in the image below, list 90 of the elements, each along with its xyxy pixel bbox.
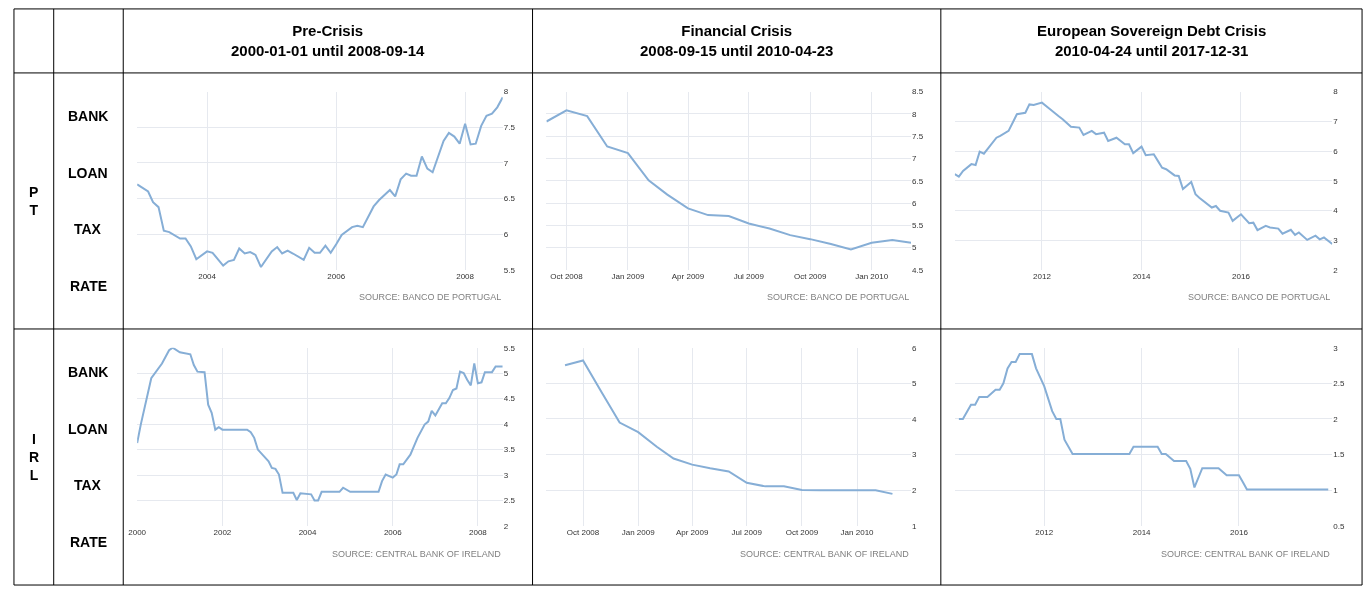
y-tick-label: 2 [1333, 414, 1339, 424]
x-tick-label: 2004 [298, 527, 317, 537]
y-tick-label: 5 [912, 379, 918, 389]
y-tick-label: 5.5 [503, 343, 516, 353]
y-tick-label: 7.5 [912, 132, 924, 142]
source-note: SOURCE: CENTRAL BANK OF IRELAND [740, 549, 910, 559]
x-tick-label: Jan 2010 [855, 271, 889, 281]
source-note: SOURCE: BANCO DE PORTUGAL [1188, 292, 1331, 302]
y-tick-label: 7.5 [503, 123, 516, 133]
x-tick-label: 2004 [198, 271, 217, 281]
x-tick-label: Apr 2009 [675, 527, 709, 537]
y-tick-label: 8 [912, 109, 918, 119]
y-tick-label: 6 [912, 343, 918, 353]
y-tick-label: 6.5 [912, 176, 924, 186]
source-note: SOURCE: BANCO DE PORTUGAL [359, 292, 502, 302]
x-tick-label: 2008 [456, 271, 475, 281]
y-tick-label: 3 [1333, 235, 1339, 245]
y-tick-label: 2 [912, 486, 918, 496]
x-tick-label: Oct 2008 [566, 527, 600, 537]
y-tick-label: 4 [503, 419, 509, 429]
line-series [137, 96, 503, 269]
y-tick-label: 6 [912, 198, 918, 208]
x-tick-label: Jul 2009 [733, 271, 765, 281]
y-tick-label: 4 [1333, 206, 1339, 216]
y-tick-label: 0.5 [1333, 521, 1345, 531]
y-tick-label: 3 [503, 470, 509, 480]
y-tick-label: 5 [912, 243, 918, 253]
x-tick-label: Oct 2009 [785, 527, 819, 537]
x-tick-label: 2006 [327, 271, 346, 281]
line-series [954, 101, 1333, 246]
y-tick-label: 8 [503, 87, 509, 97]
x-tick-label: Apr 2009 [671, 271, 705, 281]
x-tick-label: Jan 2010 [840, 527, 875, 537]
y-tick-label: 1 [912, 521, 918, 531]
y-tick-label: 7 [912, 154, 918, 164]
x-tick-label: Oct 2009 [793, 271, 827, 281]
x-tick-label: 2012 [1033, 271, 1052, 281]
x-tick-label: 2012 [1035, 527, 1054, 537]
line-series [564, 359, 894, 495]
y-tick-label: 2.5 [1333, 379, 1345, 389]
y-tick-label: 1 [1333, 486, 1339, 496]
y-tick-label: 8 [1333, 87, 1339, 97]
y-tick-label: 4 [912, 414, 918, 424]
chart-subtitle: 2000-01-01 until 2008-09-14 [231, 41, 426, 59]
chart-title: Pre-Crisis [292, 22, 364, 39]
y-tick-label: 8.5 [912, 87, 924, 97]
y-tick-label: 5 [503, 368, 509, 378]
text: PT [29, 184, 39, 219]
x-tick-label: 2014 [1132, 271, 1151, 281]
x-tick-label: 2008 [468, 527, 488, 537]
line-series [546, 109, 912, 251]
text: BANK LOAN TAX RATE [68, 108, 109, 294]
line-series [137, 347, 503, 502]
y-tick-label: 6.5 [503, 194, 516, 204]
y-tick-label: 6 [503, 230, 509, 240]
x-tick-label: Jul 2009 [731, 527, 763, 537]
y-tick-label: 4.5 [912, 265, 924, 275]
y-tick-label: 3 [1333, 343, 1339, 353]
y-tick-label: 2 [503, 521, 509, 531]
source-note: SOURCE: CENTRAL BANK OF IRELAND [1161, 549, 1331, 559]
x-tick-label: 2016 [1230, 527, 1249, 537]
x-tick-label: Jan 2009 [621, 527, 656, 537]
chart-title: Financial Crisis [681, 22, 793, 39]
x-tick-label: 2014 [1132, 527, 1152, 537]
y-tick-label: 2.5 [503, 496, 516, 506]
y-tick-label: 3 [912, 450, 918, 460]
x-tick-label: Jan 2009 [611, 271, 645, 281]
x-tick-label: 2006 [383, 527, 403, 537]
text: IRL [29, 431, 40, 484]
y-tick-label: 5 [1333, 176, 1339, 186]
x-tick-label: 2000 [128, 527, 147, 537]
x-tick-label: 2016 [1232, 271, 1251, 281]
chart-subtitle: 2010-04-24 until 2017-12-31 [1054, 41, 1249, 59]
chart-title: European Sovereign Debt Crisis [1037, 22, 1267, 39]
source-note: SOURCE: CENTRAL BANK OF IRELAND [332, 549, 502, 559]
y-tick-label: 1.5 [1333, 450, 1345, 460]
source-note: SOURCE: BANCO DE PORTUGAL [767, 292, 910, 302]
x-tick-label: Oct 2008 [550, 271, 584, 281]
y-tick-label: 7 [503, 158, 509, 168]
y-tick-label: 6 [1333, 146, 1339, 156]
x-tick-label: 2002 [213, 527, 232, 537]
y-tick-label: 3.5 [503, 445, 516, 455]
y-tick-label: 2 [1333, 265, 1339, 275]
y-tick-label: 4.5 [503, 394, 516, 404]
chart-subtitle: 2008-09-15 until 2010-04-23 [640, 41, 834, 59]
text: BANK LOAN TAX RATE [68, 364, 109, 550]
line-series [957, 353, 1330, 491]
y-tick-label: 5.5 [912, 221, 924, 231]
y-tick-label: 7 [1333, 117, 1339, 127]
y-tick-label: 5.5 [503, 265, 516, 275]
